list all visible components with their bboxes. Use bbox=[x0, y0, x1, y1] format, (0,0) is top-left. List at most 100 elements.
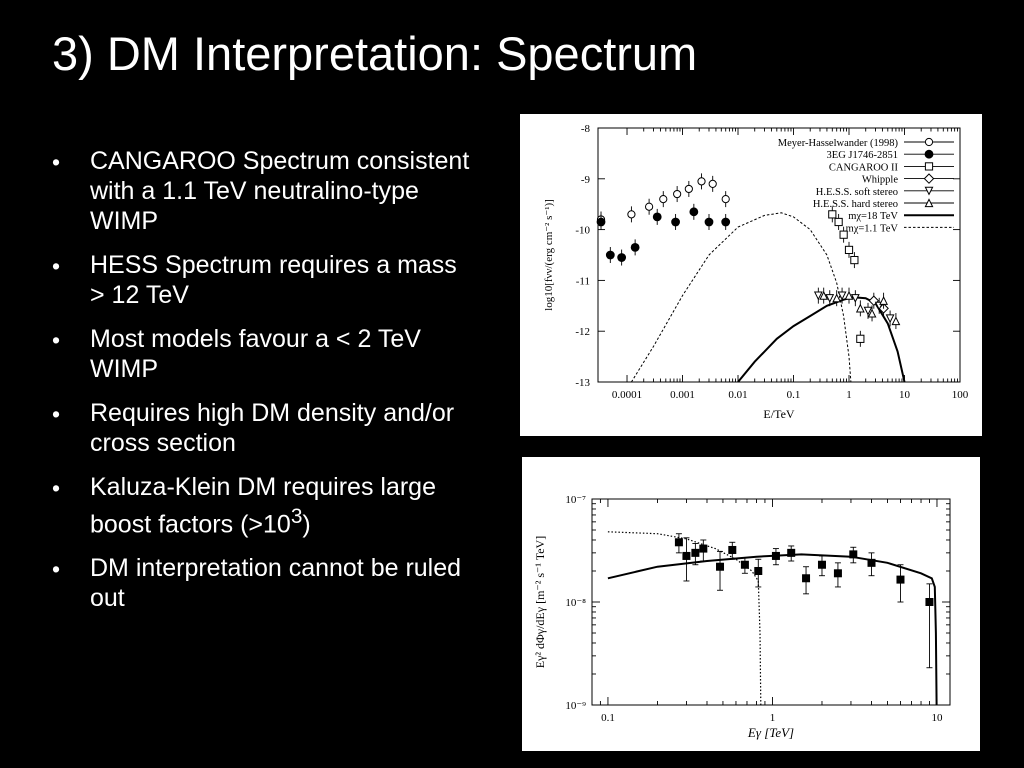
data-point bbox=[771, 551, 780, 560]
point-h-e-s-s-soft-stereo bbox=[885, 314, 895, 324]
point-h-e-s-s-soft-stereo bbox=[825, 294, 835, 303]
point-meyer-hasselwander-1998 bbox=[697, 177, 706, 186]
plot-frame bbox=[597, 127, 961, 383]
data-point bbox=[802, 574, 811, 583]
point-h-e-s-s-hard-stereo bbox=[832, 293, 842, 303]
y-axis-label: log10[fνν/(erg cm⁻² s⁻¹)] bbox=[543, 199, 555, 311]
point-cangaroo-ii bbox=[834, 217, 843, 227]
sed-chart: 0.0001 0.001 0.01 0.1 1 10 100 -8 -9 -10 -11 -12 -13… bbox=[520, 114, 982, 436]
legend-marker-icon bbox=[923, 173, 935, 184]
x-tick-label: 0.0001 bbox=[612, 389, 642, 401]
point-3eg-j1746-2851 bbox=[704, 217, 714, 227]
data-point bbox=[833, 569, 842, 578]
x-tick-label: 0.1 bbox=[787, 389, 801, 401]
bullet-text: Kaluza-Klein DM requires large boost fac… bbox=[90, 473, 436, 539]
data-point bbox=[896, 575, 905, 584]
curve-m-1-1-tev bbox=[630, 212, 852, 383]
point-meyer-hasselwander-1998 bbox=[721, 195, 730, 204]
bullet-dot-icon: • bbox=[52, 475, 61, 501]
data-point bbox=[716, 562, 725, 571]
bullet-item: • CANGAROO Spectrum consistent with a 1.1… bbox=[52, 146, 472, 236]
bullet-text: Requires high DM density and/or cross se… bbox=[90, 399, 455, 457]
x-tick-label: 0.1 bbox=[601, 712, 615, 724]
curve-m-18-tev bbox=[737, 296, 906, 383]
point-meyer-hasselwander-1998 bbox=[627, 210, 636, 219]
x-tick-label: 100 bbox=[952, 389, 969, 401]
legend-label: H.E.S.S. hard stereo bbox=[813, 199, 898, 210]
data-point bbox=[867, 558, 876, 567]
point-h-e-s-s-soft-stereo bbox=[863, 306, 873, 316]
y-tick-label: -13 bbox=[575, 377, 590, 389]
y-tick-label: 10⁻⁹ bbox=[565, 700, 586, 712]
y-tick-label: -8 bbox=[581, 123, 591, 135]
y-tick-label: -9 bbox=[581, 174, 591, 186]
data-point bbox=[699, 544, 708, 553]
legend-label: H.E.S.S. soft stereo bbox=[816, 187, 898, 198]
point-cangaroo-ii bbox=[839, 230, 848, 239]
point-3eg-j1746-2851 bbox=[721, 217, 731, 227]
legend-label: 3EG J1746-2851 bbox=[827, 150, 898, 161]
point-h-e-s-s-soft-stereo bbox=[850, 294, 860, 303]
y-tick-label: -12 bbox=[575, 326, 590, 338]
data-point bbox=[754, 566, 763, 575]
data-point bbox=[849, 550, 858, 559]
legend-marker-icon bbox=[924, 162, 934, 171]
point-meyer-hasselwander-1998 bbox=[708, 179, 717, 188]
point-h-e-s-s-hard-stereo bbox=[867, 308, 877, 318]
bullet-dot-icon: • bbox=[52, 556, 61, 583]
x-axis-label: E/TeV bbox=[763, 407, 794, 421]
point-3eg-j1746-2851 bbox=[630, 242, 640, 252]
bullet-dot-icon: • bbox=[52, 253, 61, 279]
point-meyer-hasselwander-1998 bbox=[659, 195, 668, 204]
legend-label: CANGAROO II bbox=[829, 162, 899, 173]
bullet-superscript: 3 bbox=[290, 505, 303, 528]
legend-marker-icon bbox=[924, 186, 934, 196]
bullet-list: • CANGAROO Spectrum consistent with a 1.1… bbox=[52, 146, 472, 627]
x-tick-label: 1 bbox=[846, 389, 852, 401]
bullet-text: DM interpretation cannot be ruled out bbox=[90, 554, 462, 613]
model-curve-solid bbox=[607, 553, 938, 706]
x-axis-label: Eγ [TeV] bbox=[747, 725, 794, 740]
legend-marker-icon bbox=[924, 149, 934, 159]
point-h-e-s-s-hard-stereo bbox=[855, 303, 865, 313]
bullet-item: • Requires high DM density and/or cross s… bbox=[52, 398, 472, 458]
data-point bbox=[728, 545, 737, 554]
bullet-item: • DM interpretation cannot be ruled out bbox=[52, 553, 472, 613]
bullet-item: • HESS Spectrum requires a mass > 12 TeV bbox=[52, 250, 472, 310]
data-point bbox=[674, 538, 683, 547]
point-cangaroo-ii bbox=[850, 255, 859, 265]
x-tick-label: 10 bbox=[931, 712, 943, 724]
y-tick-label: -10 bbox=[575, 225, 590, 237]
point-h-e-s-s-soft-stereo bbox=[837, 291, 847, 301]
y-tick-label: 10⁻⁸ bbox=[565, 597, 586, 609]
sed-chart-svg: 0.0001 0.001 0.01 0.1 1 10 100 -8 -9 -10 -11 -12 -13… bbox=[543, 123, 969, 421]
x-tick-label: 1 bbox=[770, 712, 776, 724]
bullet-item: • Kaluza-Klein DM requires large boost fa… bbox=[52, 472, 472, 539]
point-meyer-hasselwander-1998 bbox=[645, 202, 654, 211]
bullet-dot-icon: • bbox=[52, 149, 61, 175]
legend-marker-icon bbox=[924, 137, 934, 147]
point-meyer-hasselwander-1998 bbox=[673, 189, 682, 199]
point-3eg-j1746-2851 bbox=[617, 253, 627, 262]
point-3eg-j1746-2851 bbox=[652, 212, 662, 222]
point-meyer-hasselwander-1998 bbox=[684, 184, 693, 194]
x-tick-label: 0.001 bbox=[670, 389, 695, 401]
point-h-e-s-s-soft-stereo bbox=[813, 291, 823, 301]
y-tick-label: -11 bbox=[576, 275, 590, 287]
point-h-e-s-s-hard-stereo bbox=[879, 296, 889, 305]
legend-marker-icon bbox=[924, 198, 934, 208]
y-axis-label: Eγ² dΦγ/dEγ [m⁻² s⁻¹ TeV] bbox=[533, 536, 547, 668]
point-h-e-s-s-hard-stereo bbox=[844, 290, 854, 300]
point-3eg-j1746-2851 bbox=[671, 217, 680, 227]
point-h-e-s-s-hard-stereo bbox=[819, 290, 829, 300]
flux-chart-svg: 0.1 1 10 10⁻⁷ 10⁻⁸ 10⁻⁹ Eγ [TeV] Eγ² dΦγ/dEγ … bbox=[533, 494, 951, 740]
data-point bbox=[787, 548, 796, 557]
x-tick-label: 0.01 bbox=[728, 389, 747, 401]
legend-label: mχ=1.1 TeV bbox=[846, 223, 899, 234]
y-tick-label: 10⁻⁷ bbox=[565, 494, 586, 506]
bullet-dot-icon: • bbox=[52, 327, 61, 353]
plot-frame bbox=[591, 498, 951, 706]
legend-label: mχ=18 TeV bbox=[848, 211, 898, 222]
flux-chart: 0.1 1 10 10⁻⁷ 10⁻⁸ 10⁻⁹ Eγ [TeV] Eγ² dΦγ/dEγ … bbox=[522, 457, 980, 751]
bullet-item: • Most models favour a < 2 TeV WIMP bbox=[52, 324, 472, 384]
